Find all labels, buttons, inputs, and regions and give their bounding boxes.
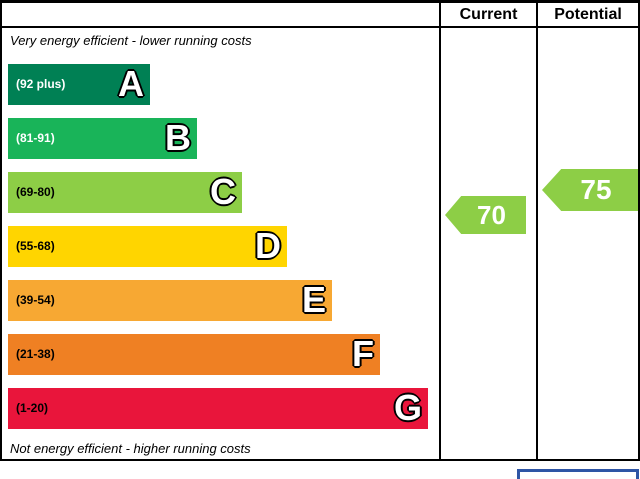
- band-row-b: (81-91) B: [8, 111, 438, 165]
- band-bar-a: (92 plus) A: [8, 63, 150, 105]
- chart-border-left: [0, 0, 2, 461]
- band-range-label: (39-54): [16, 293, 55, 307]
- band-letter: G: [393, 387, 422, 428]
- chart-bottom-line: [0, 459, 640, 461]
- band-row-a: (92 plus) A: [8, 57, 438, 111]
- band-bar-c: (69-80) C: [8, 171, 242, 213]
- potential-rating-value: 75: [580, 174, 612, 205]
- band-row-g: (1-20) G: [8, 381, 438, 435]
- band-range-label: (21-38): [16, 347, 55, 361]
- band-row-f: (21-38) F: [8, 327, 438, 381]
- chart-border-top: [0, 0, 640, 3]
- potential-column-divider: [536, 0, 538, 461]
- band-letter: F: [352, 333, 374, 374]
- band-range-label: (92 plus): [16, 77, 66, 91]
- potential-rating-arrow: 75: [542, 169, 638, 211]
- current-rating-arrow: 70: [445, 196, 526, 234]
- band-row-c: (69-80) C: [8, 165, 438, 219]
- chart-border-right: [638, 0, 640, 461]
- band-row-e: (39-54) E: [8, 273, 438, 327]
- current-column-header: Current: [459, 5, 518, 23]
- band-bar-g: (1-20) G: [8, 387, 428, 429]
- band-bar-d: (55-68) D: [8, 225, 287, 267]
- bottom-caption: Not energy efficient - higher running co…: [10, 441, 251, 456]
- current-rating-value: 70: [477, 199, 506, 230]
- top-caption: Very energy efficient - lower running co…: [10, 33, 252, 48]
- band-letter: D: [255, 225, 281, 266]
- band-bar-e: (39-54) E: [8, 279, 332, 321]
- band-letter: E: [301, 279, 326, 320]
- band-bar-b: (81-91) B: [8, 117, 197, 159]
- potential-column-header: Potential: [554, 5, 622, 23]
- band-letter: C: [210, 171, 236, 212]
- band-range-label: (1-20): [16, 401, 49, 415]
- band-bar-f: (21-38) F: [8, 333, 380, 375]
- band-range-label: (81-91): [16, 131, 55, 145]
- current-column-divider: [439, 0, 441, 461]
- band-range-label: (55-68): [16, 239, 55, 253]
- band-range-label: (69-80): [16, 185, 55, 199]
- band-row-d: (55-68) D: [8, 219, 438, 273]
- bands: (92 plus) A (81-91) B (69-80) C (55-68) D (39-54…: [8, 57, 438, 435]
- band-letter: A: [118, 63, 144, 104]
- band-letter: B: [165, 117, 191, 158]
- header-underline: [0, 26, 640, 28]
- eu-directive-box-partial: [517, 469, 639, 479]
